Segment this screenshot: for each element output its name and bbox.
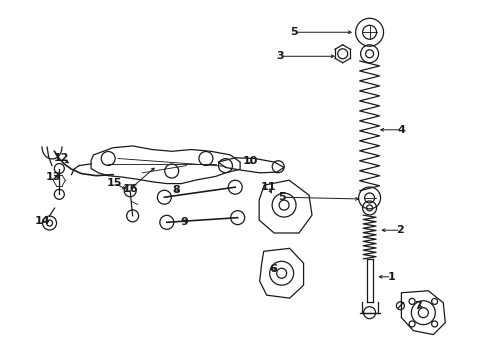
Text: 3: 3 xyxy=(276,51,284,61)
Text: 9: 9 xyxy=(180,217,188,227)
Text: 10: 10 xyxy=(242,156,258,166)
Text: 11: 11 xyxy=(261,182,276,192)
Text: 8: 8 xyxy=(172,185,180,195)
Text: 1: 1 xyxy=(388,272,395,282)
Text: 16: 16 xyxy=(122,184,138,194)
Text: 13: 13 xyxy=(46,172,61,182)
Text: 14: 14 xyxy=(34,216,50,226)
Text: 6: 6 xyxy=(270,264,277,274)
Text: 4: 4 xyxy=(397,125,405,135)
Text: 12: 12 xyxy=(54,153,70,163)
Text: 7: 7 xyxy=(415,301,422,311)
Text: 5: 5 xyxy=(278,192,286,202)
Text: 15: 15 xyxy=(106,178,122,188)
Text: 5: 5 xyxy=(290,27,297,37)
Text: 2: 2 xyxy=(396,225,404,235)
